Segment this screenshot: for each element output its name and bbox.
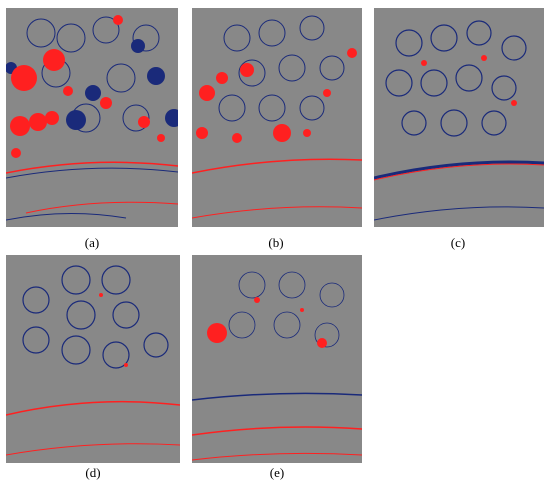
panel-b-label: (b) bbox=[268, 235, 284, 250]
panel-c-label: (c) bbox=[450, 235, 466, 250]
panel-a bbox=[6, 8, 178, 227]
panel-c bbox=[374, 8, 544, 227]
panel-c-image bbox=[374, 8, 544, 227]
panel-b bbox=[192, 8, 362, 227]
panel-e-label: (e) bbox=[269, 465, 285, 480]
panel-d-image bbox=[6, 255, 180, 463]
panel-e bbox=[192, 255, 362, 463]
panel-e-image bbox=[192, 255, 362, 463]
panel-a-image bbox=[6, 8, 178, 227]
panel-d-label: (d) bbox=[85, 465, 101, 480]
panel-a-label: (a) bbox=[84, 235, 100, 250]
panel-b-image bbox=[192, 8, 362, 227]
panel-d bbox=[6, 255, 180, 463]
